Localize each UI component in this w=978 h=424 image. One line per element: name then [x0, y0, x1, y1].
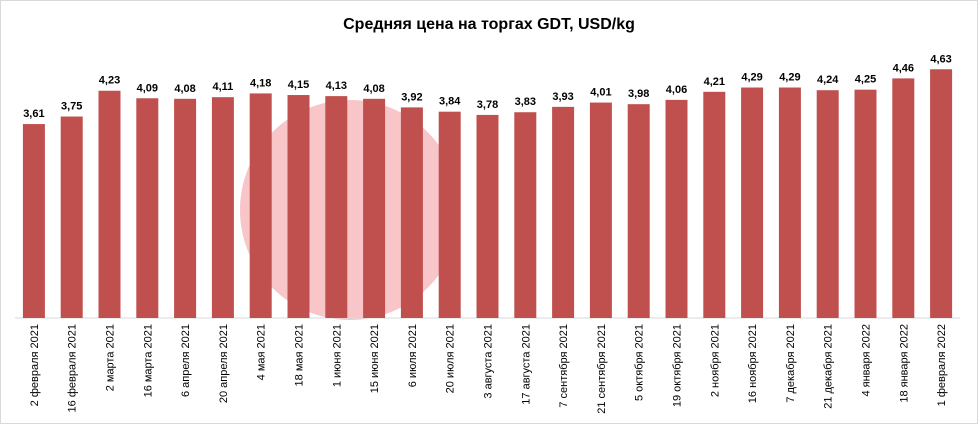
- bar: [325, 96, 348, 318]
- value-label: 3,61: [23, 108, 44, 120]
- bar: [741, 87, 764, 319]
- x-tick-label: 2 февраля 2021: [29, 324, 41, 406]
- value-label: 4,23: [99, 75, 120, 87]
- x-tick-label: 2 марта 2021: [105, 324, 117, 391]
- value-label: 3,92: [401, 91, 422, 103]
- value-label: 4,29: [779, 72, 800, 84]
- bar: [930, 69, 953, 318]
- bar: [363, 98, 386, 318]
- value-label: 4,25: [855, 74, 876, 86]
- x-tick-label: 6 июля 2021: [407, 324, 419, 387]
- bar: [854, 89, 877, 319]
- bar: [22, 124, 45, 318]
- bar: [816, 90, 839, 318]
- value-label: 4,63: [930, 53, 951, 65]
- value-label: 4,18: [250, 77, 271, 89]
- bar: [400, 107, 423, 318]
- bar: [892, 78, 915, 319]
- x-tick-label: 6 апреля 2021: [180, 324, 192, 397]
- x-tick-label: 17 августа 2021: [520, 324, 532, 405]
- x-tick-label: 1 июня 2021: [331, 324, 343, 387]
- x-tick-label: 18 мая 2021: [294, 324, 306, 386]
- value-label: 4,11: [212, 81, 233, 93]
- value-label: 4,08: [174, 83, 195, 95]
- bar: [552, 106, 575, 318]
- value-label: 4,13: [326, 80, 347, 92]
- value-label: 3,98: [628, 88, 649, 100]
- value-label: 4,15: [288, 79, 309, 91]
- watermark: [240, 100, 460, 320]
- value-label: 4,46: [893, 62, 914, 74]
- x-tick-label: 18 января 2022: [898, 324, 910, 403]
- x-tick-label: 4 мая 2021: [256, 324, 268, 380]
- value-label: 4,29: [741, 72, 762, 84]
- x-tick-label: 21 сентября 2021: [596, 324, 608, 414]
- value-label: 4,09: [137, 82, 158, 94]
- bar: [627, 104, 650, 318]
- x-tick-label: 7 декабря 2021: [785, 324, 797, 403]
- x-tick-label: 5 октября 2021: [634, 324, 646, 401]
- bar: [136, 98, 159, 318]
- x-tick-label: 1 февраля 2022: [936, 324, 948, 406]
- x-tick-label: 7 сентября 2021: [558, 324, 570, 408]
- bar: [589, 102, 612, 318]
- bar: [287, 95, 310, 318]
- x-tick-label: 20 апреля 2021: [218, 324, 230, 403]
- x-tick-label: 16 марта 2021: [142, 324, 154, 397]
- bar: [211, 97, 234, 318]
- x-tick-label: 15 июня 2021: [369, 324, 381, 393]
- x-tick-label: 3 августа 2021: [483, 324, 495, 399]
- x-tick-label: 16 февраля 2021: [67, 324, 79, 412]
- value-label: 3,93: [552, 91, 573, 103]
- bar: [174, 98, 197, 318]
- bar: [476, 114, 499, 318]
- x-tick-label: 2 ноября 2021: [709, 324, 721, 397]
- value-label: 4,06: [666, 84, 687, 96]
- value-label: 3,75: [61, 101, 82, 113]
- x-tick-label: 16 ноября 2021: [747, 324, 759, 403]
- x-tick-label: 21 декабря 2021: [823, 324, 835, 409]
- x-tick-label: 4 января 2022: [861, 324, 873, 397]
- bar: [778, 87, 801, 319]
- x-tick-label: 20 июля 2021: [445, 324, 457, 393]
- bar: [665, 99, 688, 318]
- value-label: 3,83: [515, 96, 536, 108]
- value-label: 4,24: [817, 74, 839, 86]
- bar: [98, 90, 121, 318]
- bar: [703, 91, 726, 318]
- bar: [514, 112, 537, 318]
- value-label: 4,08: [363, 83, 384, 95]
- chart-title: Средняя цена на торгах GDT, USD/kg: [343, 16, 635, 33]
- value-label: 3,84: [439, 96, 461, 108]
- value-label: 4,01: [590, 87, 611, 99]
- x-tick-label: 19 октября 2021: [672, 324, 684, 407]
- bar: [249, 93, 272, 318]
- value-label: 4,21: [704, 76, 725, 88]
- bar: [438, 111, 461, 318]
- bar: [60, 116, 83, 318]
- value-label: 3,78: [477, 99, 498, 111]
